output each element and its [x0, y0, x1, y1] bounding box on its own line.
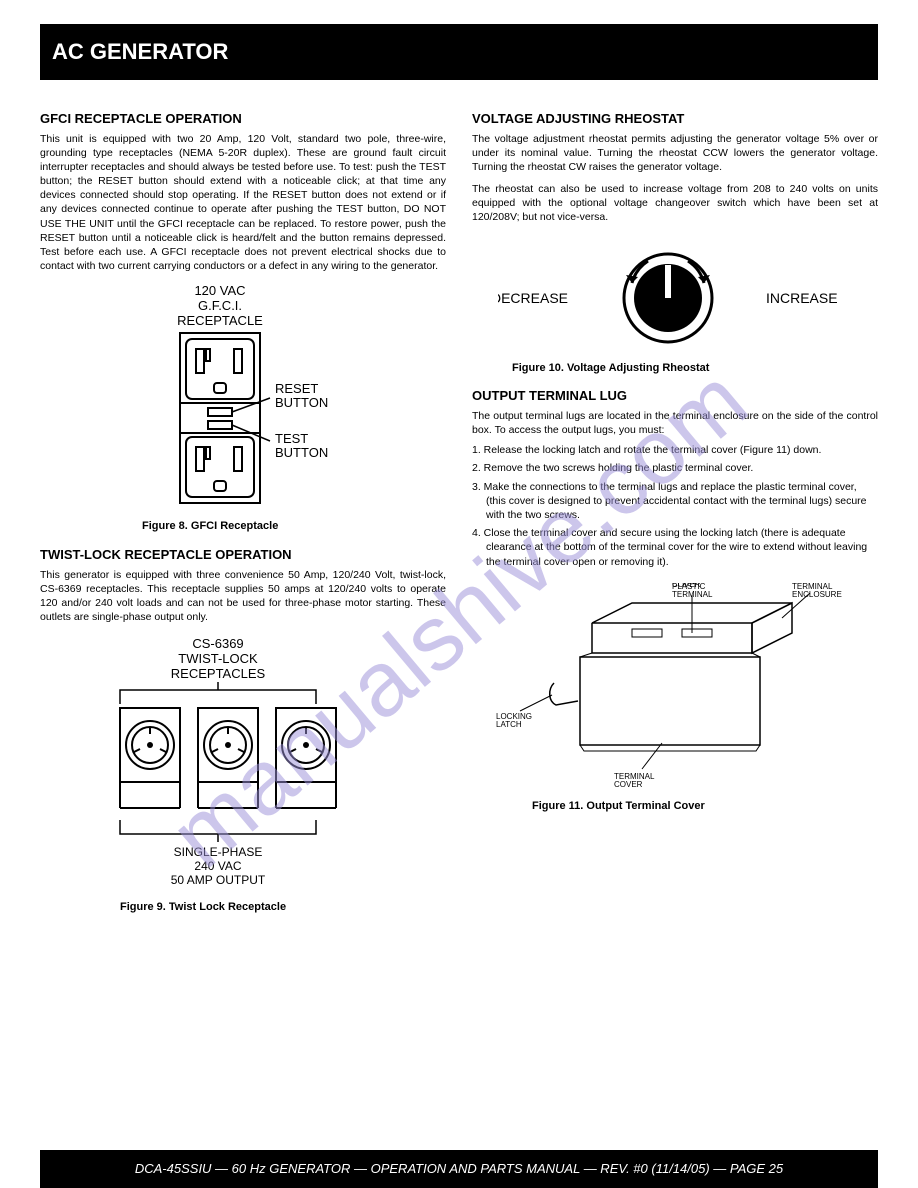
fig1-label: Figure 8. GFCI Receptacle — [142, 519, 446, 534]
twistlock-diagram: CS-6369 TWIST-LOCK RECEPTACLES — [100, 634, 360, 894]
gfci-figure: 120 VAC G.F.C.I. RECEPTACLE — [130, 283, 446, 513]
right-column: VOLTAGE ADJUSTING RHEOSTAT The voltage a… — [472, 98, 878, 915]
voltage-heading: VOLTAGE ADJUSTING RHEOSTAT — [472, 110, 878, 128]
rheostat-figure: DECREASE INCREASE — [498, 243, 878, 353]
footer-text: DCA-45SSIU — 60 Hz GENERATOR — OPERATION… — [135, 1160, 783, 1178]
svg-text:COVER: COVER — [614, 780, 643, 789]
title-text: AC GENERATOR — [52, 37, 228, 67]
rheostat-diagram: DECREASE INCREASE — [498, 243, 838, 353]
svg-text:ENCLOSURE: ENCLOSURE — [792, 590, 842, 599]
fig3-label: Figure 10. Voltage Adjusting Rheostat — [512, 361, 878, 376]
svg-text:TERMINAL: TERMINAL — [672, 590, 713, 599]
lug-step4: 4. Close the terminal cover and secure u… — [472, 526, 878, 569]
svg-text:INCREASE: INCREASE — [766, 290, 838, 306]
lug-step3: 3. Make the connections to the terminal … — [472, 480, 878, 523]
svg-text:RECEPTACLES: RECEPTACLES — [171, 666, 266, 681]
svg-text:COVER: COVER — [672, 583, 701, 589]
terminal-diagram: PLASTIC TERMINAL COVER TERMINAL ENCLOSUR… — [492, 583, 852, 793]
svg-text:240 VAC: 240 VAC — [194, 859, 241, 873]
twistlock-heading: TWIST-LOCK RECEPTACLE OPERATION — [40, 546, 446, 564]
svg-text:120 VAC: 120 VAC — [194, 283, 245, 298]
left-column: GFCI RECEPTACLE OPERATION This unit is e… — [40, 98, 446, 915]
svg-text:RESET: RESET — [275, 381, 318, 396]
svg-text:G.F.C.I.: G.F.C.I. — [198, 298, 242, 313]
lug-step1: 1. Release the locking latch and rotate … — [472, 443, 878, 457]
lug-heading: OUTPUT TERMINAL LUG — [472, 387, 878, 405]
fig2-label: Figure 9. Twist Lock Receptacle — [120, 900, 446, 915]
page: AC GENERATOR manualshive.com GFCI RECEPT… — [0, 0, 918, 1188]
gfci-heading: GFCI RECEPTACLE OPERATION — [40, 110, 446, 128]
columns: GFCI RECEPTACLE OPERATION This unit is e… — [40, 98, 878, 915]
gfci-receptacle-diagram: 120 VAC G.F.C.I. RECEPTACLE — [130, 283, 390, 513]
svg-text:DECREASE: DECREASE — [498, 290, 568, 306]
twistlock-figure: CS-6369 TWIST-LOCK RECEPTACLES — [100, 634, 446, 894]
svg-text:BUTTON: BUTTON — [275, 445, 328, 460]
title-bar: AC GENERATOR — [40, 24, 878, 80]
voltage-p2: The rheostat can also be used to increas… — [472, 182, 878, 225]
lug-p: The output terminal lugs are located in … — [472, 409, 878, 437]
footer-bar: DCA-45SSIU — 60 Hz GENERATOR — OPERATION… — [40, 1150, 878, 1188]
fig4-label: Figure 11. Output Terminal Cover — [532, 799, 878, 814]
svg-text:50 AMP OUTPUT: 50 AMP OUTPUT — [171, 873, 266, 887]
svg-text:RECEPTACLE: RECEPTACLE — [177, 313, 263, 328]
lug-step2: 2. Remove the two screws holding the pla… — [472, 461, 878, 475]
terminal-figure: PLASTIC TERMINAL COVER TERMINAL ENCLOSUR… — [492, 583, 878, 793]
svg-text:TWIST-LOCK: TWIST-LOCK — [178, 651, 258, 666]
svg-text:BUTTON: BUTTON — [275, 395, 328, 410]
twistlock-paragraph: This generator is equipped with three co… — [40, 568, 446, 625]
svg-text:CS-6369: CS-6369 — [192, 636, 243, 651]
gfci-paragraph: This unit is equipped with two 20 Amp, 1… — [40, 132, 446, 274]
svg-text:TEST: TEST — [275, 431, 308, 446]
voltage-p1: The voltage adjustment rheostat permits … — [472, 132, 878, 175]
svg-text:LATCH: LATCH — [496, 720, 522, 729]
svg-text:SINGLE-PHASE: SINGLE-PHASE — [174, 845, 263, 859]
